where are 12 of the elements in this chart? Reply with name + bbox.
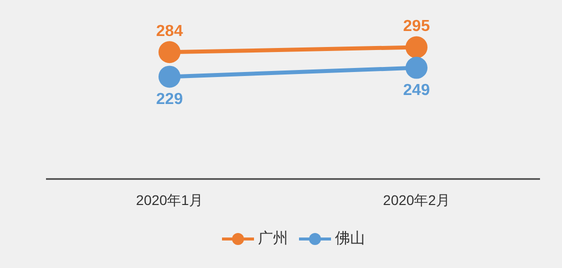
data-label: 284: [156, 23, 183, 40]
legend-label: 佛山: [335, 229, 365, 248]
legend-label: 广州: [258, 229, 288, 248]
point: [158, 41, 180, 64]
point: [406, 36, 428, 58]
data-label: 229: [156, 91, 183, 108]
data-label: 249: [403, 82, 430, 100]
point: [406, 56, 428, 79]
x-tick-label: 2020年2月: [383, 192, 450, 208]
x-tick-label: 2020年1月: [136, 192, 203, 208]
data-label: 295: [403, 18, 430, 36]
point: [158, 66, 180, 88]
